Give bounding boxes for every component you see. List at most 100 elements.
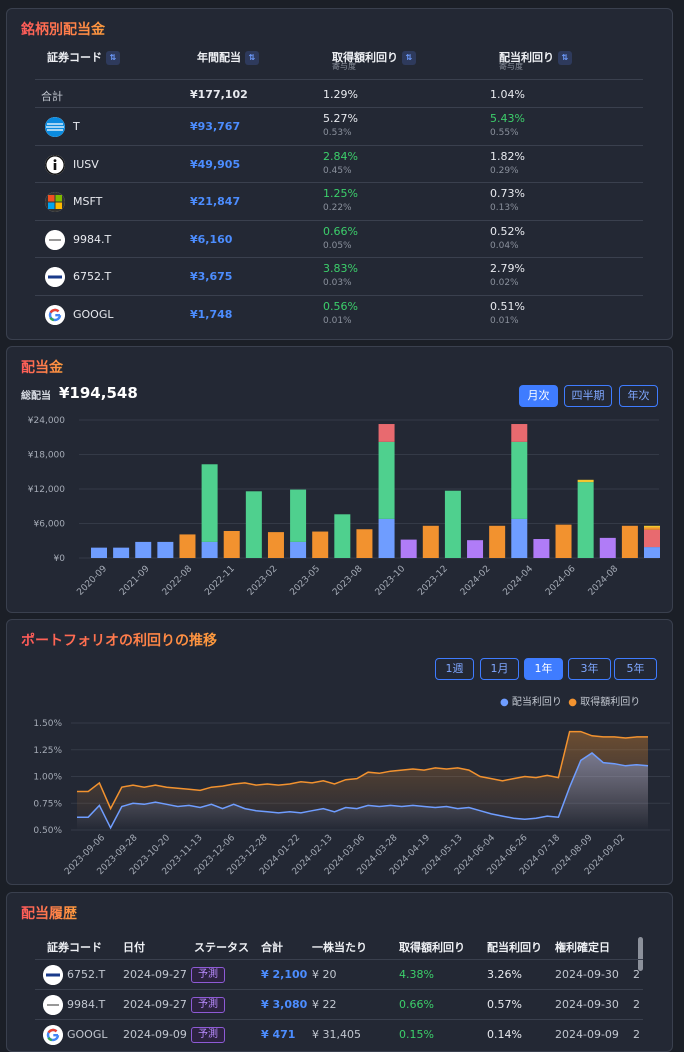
sort-icon[interactable]: ⇅ xyxy=(106,51,120,65)
dividend-bar-chart: ¥24,000 ¥18,000 ¥12,000 ¥6,000 ¥0 2020-09 2021… xyxy=(28,416,660,598)
holding-code: MSFT xyxy=(73,195,103,208)
history-per: ¥ 20 xyxy=(312,968,337,981)
history-row[interactable]: GOOGL 2024-09-09 ¥ 471 ¥ 31,405 0.15% 0.14% 20… xyxy=(35,1019,643,1049)
y-tick-label: 1.00% xyxy=(33,773,62,783)
range-1w-button[interactable]: 1週 xyxy=(435,658,474,680)
y-tick-label: ¥18,000 xyxy=(28,451,65,461)
history-rec: 2024-09-09 xyxy=(555,1028,619,1041)
x-tick-label: 2024-08 xyxy=(587,564,621,598)
company-logo-icon xyxy=(43,995,63,1015)
x-tick-label: 2021-09 xyxy=(118,564,152,598)
range-3y-button[interactable]: 3年 xyxy=(568,658,611,680)
range-1m-button[interactable]: 1月 xyxy=(480,658,519,680)
dividend-bar xyxy=(179,534,196,558)
history-header[interactable]: 一株当たり xyxy=(312,941,367,954)
holding-row[interactable]: 6752.T ¥3,675 3.83% 0.03% 2.79% 0.02% xyxy=(35,257,643,294)
dividend-bar xyxy=(290,489,307,542)
sort-icon[interactable]: ⇅ xyxy=(402,51,416,65)
history-header[interactable]: 取得額利回り xyxy=(399,941,465,954)
dividend-bar xyxy=(290,541,307,558)
holding-acq-yield: 0.66% xyxy=(323,224,358,238)
x-tick-label: 2023-05 xyxy=(288,564,322,598)
dividend-bar xyxy=(644,547,660,558)
x-tick-label: 2024-02 xyxy=(459,564,493,598)
holding-row[interactable]: MSFT ¥21,847 1.25% 0.22% 0.73% 0.13% xyxy=(35,182,643,219)
status-badge: 予測 xyxy=(191,997,225,1013)
history-rec: 2024-09-30 xyxy=(555,968,619,981)
holding-code: GOOGL xyxy=(73,307,114,321)
holding-acq-contrib: 0.05% xyxy=(323,240,352,251)
holding-div-yield: 1.82% xyxy=(490,149,525,163)
dividend-bar xyxy=(489,525,506,558)
holding-div-yield: 5.43% xyxy=(490,112,525,125)
holding-row[interactable]: IUSV ¥49,905 2.84% 0.45% 1.82% 0.29% xyxy=(35,144,643,182)
dividend-bar xyxy=(267,532,284,558)
history-div: 0.57% xyxy=(487,998,522,1011)
history-code: 9984.T xyxy=(67,998,106,1011)
sort-icon[interactable]: ⇅ xyxy=(245,51,259,65)
holding-row[interactable]: 9984.T ¥6,160 0.66% 0.05% 0.52% 0.04% xyxy=(35,219,643,257)
holding-acq-contrib: 0.22% xyxy=(323,203,352,213)
header-acq[interactable]: 取得額利回り ⇅ 寄与度 xyxy=(332,49,416,72)
header-code[interactable]: 証券コード ⇅ xyxy=(47,49,120,65)
header-annual[interactable]: 年間配当 ⇅ xyxy=(197,49,259,65)
x-tick-label: 2024-06 xyxy=(544,564,578,598)
dividend-title: 配当金 xyxy=(21,357,63,377)
yield-legend: ● 配当利回り ● 取得額利回り xyxy=(500,697,641,708)
history-header[interactable]: 日付 xyxy=(123,941,145,954)
dividend-bar xyxy=(135,541,152,558)
y-tick-label: 1.25% xyxy=(33,746,62,756)
header-div[interactable]: 配当利回り ⇅ 寄与度 xyxy=(499,49,572,72)
history-header[interactable]: 証券コード xyxy=(47,941,102,954)
range-1y-button[interactable]: 1年 xyxy=(524,658,563,680)
yield-line-0 xyxy=(77,752,649,830)
holding-acq-yield: 0.56% xyxy=(323,299,358,313)
history-row[interactable]: 6752.T 2024-09-27 ¥ 2,100 ¥ 20 4.38% 3.26% 202… xyxy=(35,959,643,989)
x-tick-label: 2020-09 xyxy=(75,564,109,598)
period-yearly-button[interactable]: 年次 xyxy=(619,385,658,407)
dividend-bar xyxy=(201,541,218,558)
x-tick-label: 2023-12 xyxy=(416,564,450,598)
status-badge: 予測 xyxy=(191,967,225,983)
y-tick-label: 0.75% xyxy=(33,799,62,809)
holding-annual: ¥3,675 xyxy=(190,270,233,283)
legend-dot-icon: ● xyxy=(500,697,509,708)
dividend-bar xyxy=(378,424,395,442)
holding-row[interactable]: T ¥93,767 5.27% 0.53% 5.43% 0.55% xyxy=(35,107,643,144)
history-header[interactable]: 権利確定日 xyxy=(555,941,610,954)
period-monthly-button[interactable]: 月次 xyxy=(519,385,558,407)
history-header[interactable]: 配当利回り xyxy=(487,941,542,954)
holding-row[interactable]: GOOGL ¥1,748 0.56% 0.01% 0.51% 0.01% xyxy=(35,294,643,332)
history-row[interactable]: 9984.T 2024-09-27 ¥ 3,080 ¥ 22 0.66% 0.57% 202… xyxy=(35,989,643,1019)
status-badge-label: 予測 xyxy=(191,1027,225,1043)
history-div: 0.14% xyxy=(487,1028,522,1041)
history-acq: 0.66% xyxy=(399,998,434,1011)
dividend-bar xyxy=(201,464,218,542)
period-quarterly-button[interactable]: 四半期 xyxy=(564,385,612,407)
history-more: 2 xyxy=(633,998,640,1011)
holding-acq-yield: 3.83% xyxy=(323,262,358,275)
history-div: 3.26% xyxy=(487,968,522,981)
history-code: GOOGL xyxy=(67,1028,108,1041)
range-5y-button[interactable]: 5年 xyxy=(614,658,657,680)
dividend-bar xyxy=(378,441,395,519)
x-tick-label: 2023-02 xyxy=(246,564,280,598)
history-scrollbar[interactable] xyxy=(638,937,643,971)
sort-icon[interactable]: ⇅ xyxy=(558,51,572,65)
history-card: 配当履歴 証券コード 日付 ステータス 合計 一株当たり 取得額利回り 配当利回り 権利確定日… xyxy=(6,892,673,1052)
dividend-bar xyxy=(577,482,594,558)
history-acq: 0.15% xyxy=(399,1028,434,1041)
y-tick-label: ¥12,000 xyxy=(28,485,65,495)
dividend-bar xyxy=(113,547,130,558)
dividend-bar xyxy=(511,441,528,519)
holding-annual: ¥93,767 xyxy=(190,120,241,133)
history-header[interactable]: ステータス xyxy=(194,941,249,954)
yield-line-1 xyxy=(77,730,648,811)
company-logo-icon xyxy=(45,117,65,137)
company-logo-icon xyxy=(45,154,65,175)
dividend-card: 配当金 総配当 ¥194,548 月次 四半期 年次 ¥24,000 ¥18,00… xyxy=(6,346,673,613)
dividend-bar xyxy=(511,518,528,558)
holdings-card: 銘柄別配当金 証券コード ⇅ 年間配当 ⇅ 取得額利回り ⇅ 寄与度 配当利回り ⇅ 寄与度… xyxy=(6,8,673,340)
history-header[interactable]: 合計 xyxy=(261,941,283,954)
y-tick-label: ¥6,000 xyxy=(34,520,66,530)
